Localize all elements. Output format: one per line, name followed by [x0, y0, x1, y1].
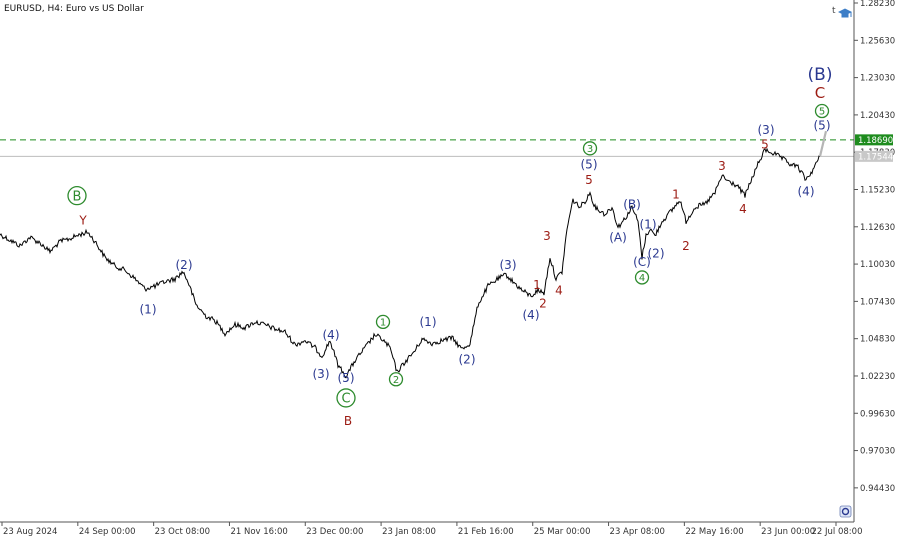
wave-label-circle — [67, 186, 87, 206]
wave-label-circle — [388, 372, 404, 387]
wave-label: 5 — [819, 107, 825, 118]
y-tick-label: 0.97030 — [860, 447, 895, 457]
x-tick-label: 23 Oct 08:00 — [155, 527, 210, 537]
y-tick-label: 1.23030 — [860, 74, 895, 84]
wave-label: (1) — [640, 218, 657, 232]
y-tick-label: 1.04830 — [860, 335, 895, 345]
x-tick-label: 24 Sep 00:00 — [79, 527, 136, 537]
x-tick-label: 21 Nov 16:00 — [230, 527, 287, 537]
price-series-line — [0, 147, 821, 379]
y-tick-label: 1.10030 — [860, 260, 895, 270]
y-tick-label: 1.20430 — [860, 111, 895, 121]
trade-icon[interactable]: t — [832, 6, 836, 16]
wave-label: 5 — [761, 137, 769, 151]
wave-label: (3) — [500, 258, 517, 272]
circle-icon[interactable] — [839, 505, 852, 518]
x-tick-label: 23 Dec 00:00 — [306, 527, 363, 537]
wave-label: (3) — [313, 367, 330, 381]
wave-label: (B) — [808, 65, 833, 85]
wave-label: (A) — [609, 231, 627, 245]
wave-label: (5) — [338, 371, 355, 385]
x-tick-label: 23 Jun 00:00 — [761, 527, 815, 537]
wave-label: (B) — [623, 198, 641, 212]
wave-label: (4) — [323, 328, 340, 342]
wave-label-circle — [336, 388, 356, 408]
x-tick-label: 23 Aug 2024 — [3, 527, 57, 537]
wave-label: 2 — [682, 239, 690, 253]
graduation-cap-icon[interactable] — [838, 8, 852, 18]
wave-label: (3) — [758, 123, 775, 137]
wave-label: 2 — [539, 297, 547, 311]
wave-label: (C) — [633, 255, 651, 269]
y-tick-label: 0.99630 — [860, 409, 895, 419]
wave-label: 4 — [739, 202, 747, 216]
wave-label: (5) — [581, 157, 598, 171]
wave-label: 1 — [380, 317, 386, 328]
wave-label: (4) — [523, 308, 540, 322]
wave-label: (4) — [798, 185, 815, 199]
resistance-price-badge-bg — [855, 134, 893, 146]
x-tick-label: 23 Jan 08:00 — [382, 527, 436, 537]
wave-label: Y — [78, 213, 87, 227]
wave-label: 3 — [587, 144, 593, 155]
y-tick-label: 1.12630 — [860, 223, 895, 233]
wave-label: B — [344, 414, 352, 428]
current-price-badge: 1.17544 — [858, 153, 893, 163]
symbol-info: EURUSD, H4: Euro vs US Dollar — [4, 4, 144, 14]
wave-label: 1 — [672, 188, 680, 202]
wave-label: 5 — [585, 173, 593, 187]
y-tick-label: 1.02230 — [860, 372, 895, 382]
wave-label: 2 — [393, 375, 399, 386]
y-tick-label: 1.28230 — [860, 0, 895, 9]
x-tick-label: 23 Apr 08:00 — [610, 527, 665, 537]
wave-label: 1 — [533, 278, 541, 292]
x-tick-label: 25 Mar 00:00 — [534, 527, 591, 537]
y-tick-label: 1.25630 — [860, 36, 895, 46]
wave-label: C — [341, 392, 350, 407]
current-price-badge-bg — [855, 150, 893, 162]
y-tick-label: 1.15230 — [860, 185, 895, 195]
x-tick-label: 21 Feb 16:00 — [458, 527, 514, 537]
wave-label: (5) — [814, 119, 831, 133]
wave-label-circle — [582, 141, 598, 156]
y-tick-label: 0.94430 — [860, 484, 895, 494]
wave-label: B — [73, 189, 82, 204]
x-tick-label: 22 Jul 08:00 — [812, 527, 863, 537]
y-tick-label: 1.07430 — [860, 297, 895, 307]
wave-label: (2) — [176, 258, 193, 272]
wave-label: (1) — [140, 302, 157, 316]
wave-label: 4 — [555, 284, 563, 298]
wave-label: (1) — [420, 315, 437, 329]
wave-label-circle — [375, 314, 391, 330]
wave-label-circle — [814, 103, 830, 119]
wave-label: 4 — [639, 273, 645, 284]
wave-label: (2) — [648, 246, 665, 260]
wave-label: C — [815, 84, 825, 102]
wave-label: 3 — [543, 229, 551, 243]
wave-label: (2) — [459, 353, 476, 367]
wave-label: 3 — [718, 159, 726, 173]
x-tick-label: 22 May 16:00 — [685, 527, 743, 537]
wave-label-circle — [634, 270, 650, 285]
resistance-price-badge: 1.18690 — [858, 136, 893, 146]
forecast-projection-line — [818, 130, 828, 157]
